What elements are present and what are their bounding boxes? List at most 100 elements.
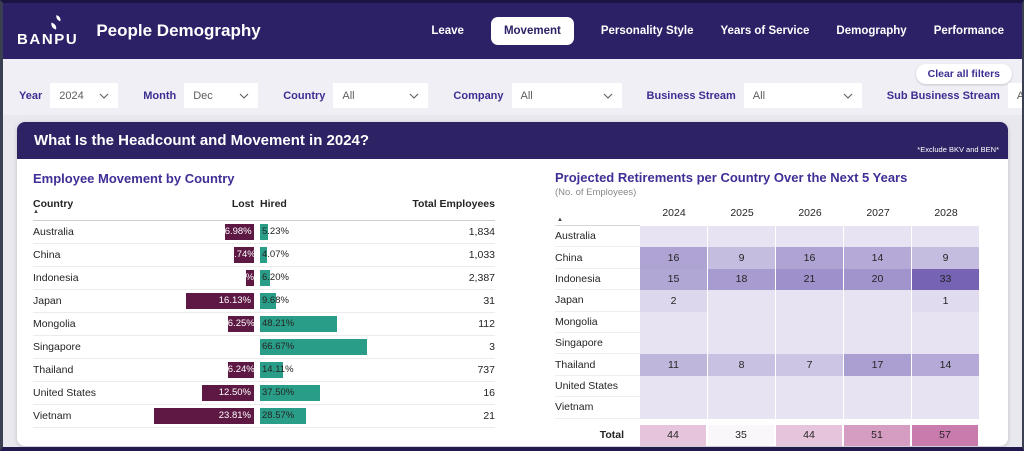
lost-bar[interactable]: 23.81% <box>154 408 254 424</box>
matrix-row-label-indonesia[interactable]: Indonesia <box>555 268 640 291</box>
hired-bar[interactable] <box>260 362 283 378</box>
matrix-cell-mongolia-2025[interactable] <box>708 311 775 333</box>
matrix-cell-australia-2024[interactable] <box>640 226 707 248</box>
movement-row-singapore[interactable]: Singapore 66.67% 3 <box>33 336 495 359</box>
filter-dropdown-month[interactable]: Dec <box>184 83 259 108</box>
hired-bar[interactable] <box>260 408 306 424</box>
matrix-cell-china-2025[interactable]: 9 <box>708 247 775 269</box>
matrix-cell-thailand-2026[interactable]: 7 <box>776 354 843 376</box>
matrix-cell-singapore-2024[interactable] <box>640 332 707 355</box>
movement-row-australia[interactable]: Australia 6.98% 5.23% 1,834 <box>33 221 495 244</box>
matrix-cell-vietnam-2024[interactable] <box>640 397 707 419</box>
matrix-year-header-2024[interactable]: 2024 <box>662 207 686 219</box>
filter-dropdown-company[interactable]: All <box>511 83 622 108</box>
matrix-year-header-2028[interactable]: 2028 <box>934 207 958 219</box>
matrix-row-label-united-states[interactable]: United States <box>555 375 640 398</box>
movement-row-mongolia[interactable]: Mongolia 6.25% 48.21% 112 <box>33 313 495 336</box>
hired-bar[interactable] <box>260 339 367 355</box>
matrix-total-cell-2026[interactable]: 44 <box>776 424 842 446</box>
matrix-cell-vietnam-2026[interactable] <box>776 397 843 419</box>
matrix-row-label-australia[interactable]: Australia <box>555 226 640 248</box>
matrix-cell-thailand-2024[interactable]: 11 <box>640 354 707 376</box>
matrix-cell-singapore-2025[interactable] <box>708 332 775 355</box>
hired-bar[interactable] <box>260 247 267 263</box>
matrix-cell-australia-2025[interactable] <box>708 226 775 248</box>
matrix-cell-japan-2027[interactable] <box>844 290 911 312</box>
matrix-cell-japan-2024[interactable]: 2 <box>640 290 707 312</box>
hired-bar[interactable] <box>260 270 270 286</box>
matrix-cell-china-2027[interactable]: 14 <box>844 247 911 269</box>
matrix-cell-united-states-2028[interactable] <box>912 375 979 398</box>
lost-bar[interactable]: 6.98% <box>224 224 254 240</box>
filter-dropdown-sub-business-stream[interactable]: All <box>1007 83 1022 108</box>
lost-bar[interactable]: 12.50% <box>201 385 254 401</box>
matrix-cell-japan-2026[interactable] <box>776 290 843 312</box>
movement-row-china[interactable]: China .74% 4.07% 1,033 <box>33 244 495 267</box>
movement-row-indonesia[interactable]: Indonesia% 6.20% 2,387 <box>33 267 495 290</box>
movement-row-vietnam[interactable]: Vietnam 23.81% 28.57% 21 <box>33 405 495 428</box>
matrix-cell-australia-2026[interactable] <box>776 226 843 248</box>
matrix-cell-australia-2027[interactable] <box>844 226 911 248</box>
matrix-cell-indonesia-2025[interactable]: 18 <box>708 268 775 291</box>
matrix-cell-mongolia-2024[interactable] <box>640 311 707 333</box>
matrix-cell-indonesia-2027[interactable]: 20 <box>844 268 911 291</box>
matrix-row-label-mongolia[interactable]: Mongolia <box>555 311 640 333</box>
matrix-cell-vietnam-2028[interactable] <box>912 397 979 419</box>
lost-bar[interactable]: .74% <box>234 247 254 263</box>
matrix-year-header-2027[interactable]: 2027 <box>866 207 890 219</box>
column-header-total-employees[interactable]: Total Employees <box>412 198 495 210</box>
tab-movement[interactable]: Movement <box>490 17 574 45</box>
matrix-cell-thailand-2027[interactable]: 17 <box>844 354 911 376</box>
matrix-total-cell-2027[interactable]: 51 <box>844 424 910 446</box>
matrix-cell-mongolia-2027[interactable] <box>844 311 911 333</box>
matrix-cell-china-2028[interactable]: 9 <box>912 247 979 269</box>
matrix-cell-united-states-2024[interactable] <box>640 375 707 398</box>
hired-bar[interactable] <box>260 293 276 309</box>
hired-bar[interactable] <box>260 224 269 240</box>
matrix-cell-japan-2028[interactable]: 1 <box>912 290 979 312</box>
column-header-country[interactable]: Country ▲ <box>33 198 154 215</box>
matrix-row-label-china[interactable]: China <box>555 247 640 269</box>
matrix-year-header-2025[interactable]: 2025 <box>730 207 754 219</box>
tab-performance[interactable]: Performance <box>933 25 1004 37</box>
matrix-cell-united-states-2026[interactable] <box>776 375 843 398</box>
matrix-row-label-singapore[interactable]: Singapore <box>555 332 640 355</box>
matrix-year-header-2026[interactable]: 2026 <box>798 207 822 219</box>
matrix-row-header-column[interactable]: ▲ <box>555 210 640 225</box>
matrix-cell-indonesia-2026[interactable]: 21 <box>776 268 843 291</box>
matrix-cell-vietnam-2025[interactable] <box>708 397 775 419</box>
tab-personality-style[interactable]: Personality Style <box>600 25 694 37</box>
column-header-hired[interactable]: Hired <box>260 198 287 210</box>
matrix-cell-thailand-2025[interactable]: 8 <box>708 354 775 376</box>
matrix-cell-japan-2025[interactable] <box>708 290 775 312</box>
hired-bar[interactable] <box>260 316 338 332</box>
movement-row-thailand[interactable]: Thailand 6.24% 14.11% 737 <box>33 359 495 382</box>
filter-dropdown-year[interactable]: 2024 <box>50 83 119 108</box>
matrix-cell-thailand-2028[interactable]: 14 <box>912 354 979 376</box>
matrix-cell-china-2024[interactable]: 16 <box>640 247 707 269</box>
tab-years-of-service[interactable]: Years of Service <box>720 25 810 37</box>
lost-bar[interactable]: 16.13% <box>186 293 254 309</box>
matrix-cell-united-states-2025[interactable] <box>708 375 775 398</box>
matrix-cell-indonesia-2028[interactable]: 33 <box>912 268 979 291</box>
tab-demography[interactable]: Demography <box>836 25 907 37</box>
matrix-row-label-japan[interactable]: Japan <box>555 290 640 312</box>
matrix-cell-singapore-2026[interactable] <box>776 332 843 355</box>
matrix-row-label-thailand[interactable]: Thailand <box>555 354 640 376</box>
lost-bar[interactable]: % <box>245 270 254 286</box>
matrix-cell-singapore-2028[interactable] <box>912 332 979 355</box>
matrix-cell-australia-2028[interactable] <box>912 226 979 248</box>
matrix-cell-vietnam-2027[interactable] <box>844 397 911 419</box>
lost-bar[interactable]: 6.25% <box>227 316 254 332</box>
matrix-cell-mongolia-2026[interactable] <box>776 311 843 333</box>
matrix-total-cell-2028[interactable]: 57 <box>912 424 978 446</box>
movement-row-united-states[interactable]: United States 12.50% 37.50% 16 <box>33 382 495 405</box>
filter-dropdown-business-stream[interactable]: All <box>743 83 862 108</box>
tab-leave[interactable]: Leave <box>431 25 464 37</box>
matrix-cell-mongolia-2028[interactable] <box>912 311 979 333</box>
matrix-cell-china-2026[interactable]: 16 <box>776 247 843 269</box>
filter-dropdown-country[interactable]: All <box>333 83 429 108</box>
matrix-cell-united-states-2027[interactable] <box>844 375 911 398</box>
clear-all-filters-button[interactable]: Clear all filters <box>915 64 1012 84</box>
column-header-lost[interactable]: Lost <box>231 198 254 210</box>
